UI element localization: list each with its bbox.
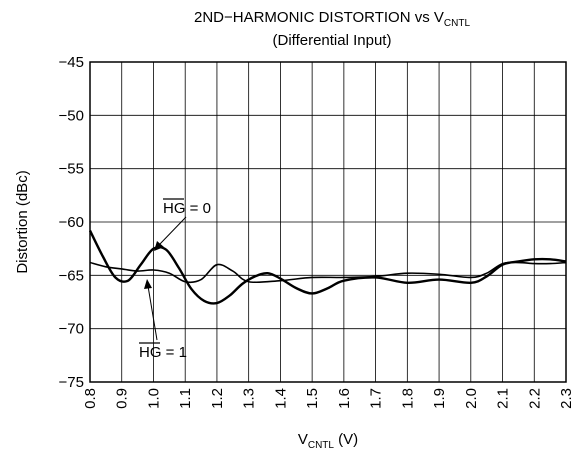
x-tick-label: 0.8 [82, 388, 99, 409]
y-tick-label: −50 [59, 107, 84, 124]
annotation-hg1: HG = 1 [139, 279, 187, 361]
y-axis-label: Distortion (dBc) [14, 170, 31, 273]
x-tick-label: 1.1 [177, 388, 194, 409]
x-tick-label: 2.3 [558, 388, 575, 409]
x-tick-label: 1.7 [368, 388, 385, 409]
chart-title-sub: CNTL [444, 18, 471, 29]
annotation-hg0-arrow [158, 216, 187, 246]
x-tick-label: 1.2 [209, 388, 226, 409]
chart-title-main: 2ND−HARMONIC DISTORTION vs V [194, 9, 444, 26]
grid [90, 62, 566, 382]
annotation-hg1-suffix: = 1 [162, 344, 187, 361]
annotation-hg0-prefix: HG [163, 200, 186, 217]
series-line-hg1 [89, 261, 567, 284]
annotation-hg1-label: HG = 1 [139, 344, 187, 361]
series-group [88, 229, 567, 305]
annotation-hg0-arrowhead [154, 241, 164, 251]
x-axis-label: VCNTL (V) [298, 431, 358, 451]
x-tick-label: 1.3 [241, 388, 258, 409]
annotation-hg1-arrow [147, 285, 158, 341]
y-tick-label: −45 [59, 54, 84, 71]
y-tick-label: −70 [59, 321, 84, 338]
x-tick-label: 0.9 [114, 388, 131, 409]
x-tick-label: 1.0 [145, 388, 162, 409]
y-tick-label: −60 [59, 214, 84, 231]
plot-frame [89, 61, 567, 383]
x-axis-label-sub: CNTL [308, 440, 335, 451]
x-tick-label: 2.0 [463, 388, 480, 409]
x-tick-label: 1.9 [431, 388, 448, 409]
annotation-hg0-suffix: = 0 [186, 200, 211, 217]
y-tick-label: −55 [59, 161, 84, 178]
x-axis-label-unit: (V) [334, 431, 358, 448]
annotation-hg1-arrowhead [144, 279, 152, 289]
annotation-hg0: HG = 0 [154, 198, 211, 251]
x-tick-label: 2.1 [495, 388, 512, 409]
x-tick-label: 2.2 [526, 388, 543, 409]
x-tick-label: 1.8 [399, 388, 416, 409]
series-line-hg0 [88, 229, 567, 305]
x-tick-labels: 0.8 0.9 1.0 1.1 1.2 1.3 1.4 1.5 1.6 1.7 1.8 1.9 2.0 2… [82, 388, 575, 409]
x-tick-label: 1.5 [304, 388, 321, 409]
chart-title: 2ND−HARMONIC DISTORTION vs VCNTL [194, 9, 470, 29]
chart-subtitle: (Differential Input) [273, 32, 392, 49]
x-tick-label: 1.6 [336, 388, 353, 409]
y-tick-label: −65 [59, 267, 84, 284]
y-tick-labels: −45 −50 −55 −60 −65 −70 −75 [59, 54, 84, 391]
y-tick-label: −75 [59, 374, 84, 391]
annotation-hg0-label: HG = 0 [163, 200, 211, 217]
annotation-hg1-prefix: HG [139, 344, 162, 361]
x-axis-label-main: V [298, 431, 308, 448]
x-tick-label: 1.4 [272, 388, 289, 409]
